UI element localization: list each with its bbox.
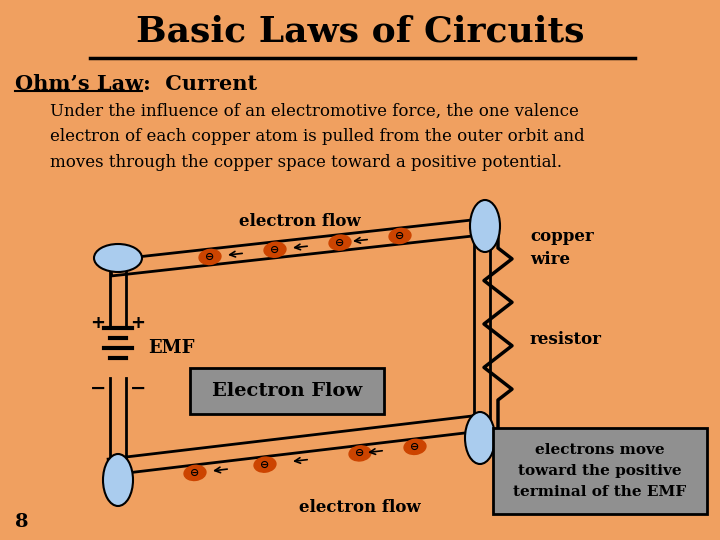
Text: −: −	[90, 379, 106, 397]
Polygon shape	[108, 414, 490, 475]
Text: ⊖: ⊖	[261, 460, 270, 470]
Ellipse shape	[465, 412, 495, 464]
Text: Under the influence of an electromotive force, the one valence
electron of each : Under the influence of an electromotive …	[50, 103, 585, 171]
Text: Basic Laws of Circuits: Basic Laws of Circuits	[136, 15, 584, 49]
Ellipse shape	[329, 235, 351, 250]
Text: ⊖: ⊖	[336, 238, 345, 247]
Text: ⊖: ⊖	[410, 442, 420, 452]
Text: ⊖: ⊖	[270, 245, 279, 255]
FancyBboxPatch shape	[493, 428, 707, 514]
Ellipse shape	[264, 242, 286, 258]
Text: +: +	[91, 314, 106, 332]
Text: Electron Flow: Electron Flow	[212, 382, 362, 400]
Text: copper
wire: copper wire	[530, 228, 594, 268]
Polygon shape	[110, 218, 492, 276]
Text: EMF: EMF	[148, 339, 194, 357]
Text: ⊖: ⊖	[355, 448, 365, 458]
Text: 8: 8	[15, 513, 29, 531]
Ellipse shape	[349, 446, 371, 461]
Text: electrons move
toward the positive
terminal of the EMF: electrons move toward the positive termi…	[513, 443, 687, 498]
Text: +: +	[130, 314, 145, 332]
Text: electron flow: electron flow	[239, 213, 361, 231]
Ellipse shape	[184, 465, 206, 481]
Ellipse shape	[254, 457, 276, 472]
Ellipse shape	[404, 440, 426, 455]
Text: resistor: resistor	[530, 332, 602, 348]
Text: ⊖: ⊖	[190, 468, 199, 478]
Text: Ohm’s Law:  Current: Ohm’s Law: Current	[15, 74, 257, 94]
Ellipse shape	[470, 200, 500, 252]
Ellipse shape	[389, 228, 411, 244]
Ellipse shape	[94, 244, 142, 272]
Ellipse shape	[103, 454, 133, 506]
FancyBboxPatch shape	[190, 368, 384, 414]
Polygon shape	[474, 218, 490, 430]
Text: −: −	[130, 379, 146, 397]
Text: electron flow: electron flow	[300, 500, 420, 516]
Ellipse shape	[199, 249, 221, 265]
Text: ⊖: ⊖	[395, 231, 405, 241]
Text: ⊖: ⊖	[205, 252, 215, 262]
